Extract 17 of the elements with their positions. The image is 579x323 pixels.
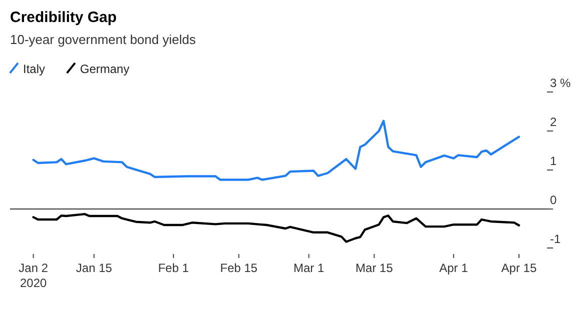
y-tick-label: 0 bbox=[550, 193, 557, 207]
y-tick-label: -1 bbox=[550, 232, 561, 246]
y-tick-label: 2 bbox=[550, 115, 557, 129]
legend-label: Germany bbox=[80, 62, 130, 76]
x-tick-label: Mar 1 bbox=[294, 261, 325, 275]
x-tick-label: Mar 15 bbox=[356, 261, 394, 275]
x-tick-label: Feb 1 bbox=[158, 261, 190, 275]
x-tick-label: Apr 15 bbox=[501, 261, 537, 275]
chart-subtitle: 10-year government bond yields bbox=[10, 32, 196, 47]
y-tick-label: 1 bbox=[550, 154, 557, 168]
x-tick-label: Jan 2 2020 bbox=[18, 261, 48, 290]
chart-title: Credibility Gap bbox=[10, 9, 117, 26]
legend-label: Italy bbox=[23, 62, 46, 76]
x-tick-label: Apr 1 bbox=[439, 261, 468, 275]
x-tick-label: Feb 15 bbox=[220, 261, 258, 275]
x-tick-label: Jan 15 bbox=[76, 261, 112, 275]
y-tick-label: 3 % bbox=[550, 76, 572, 90]
